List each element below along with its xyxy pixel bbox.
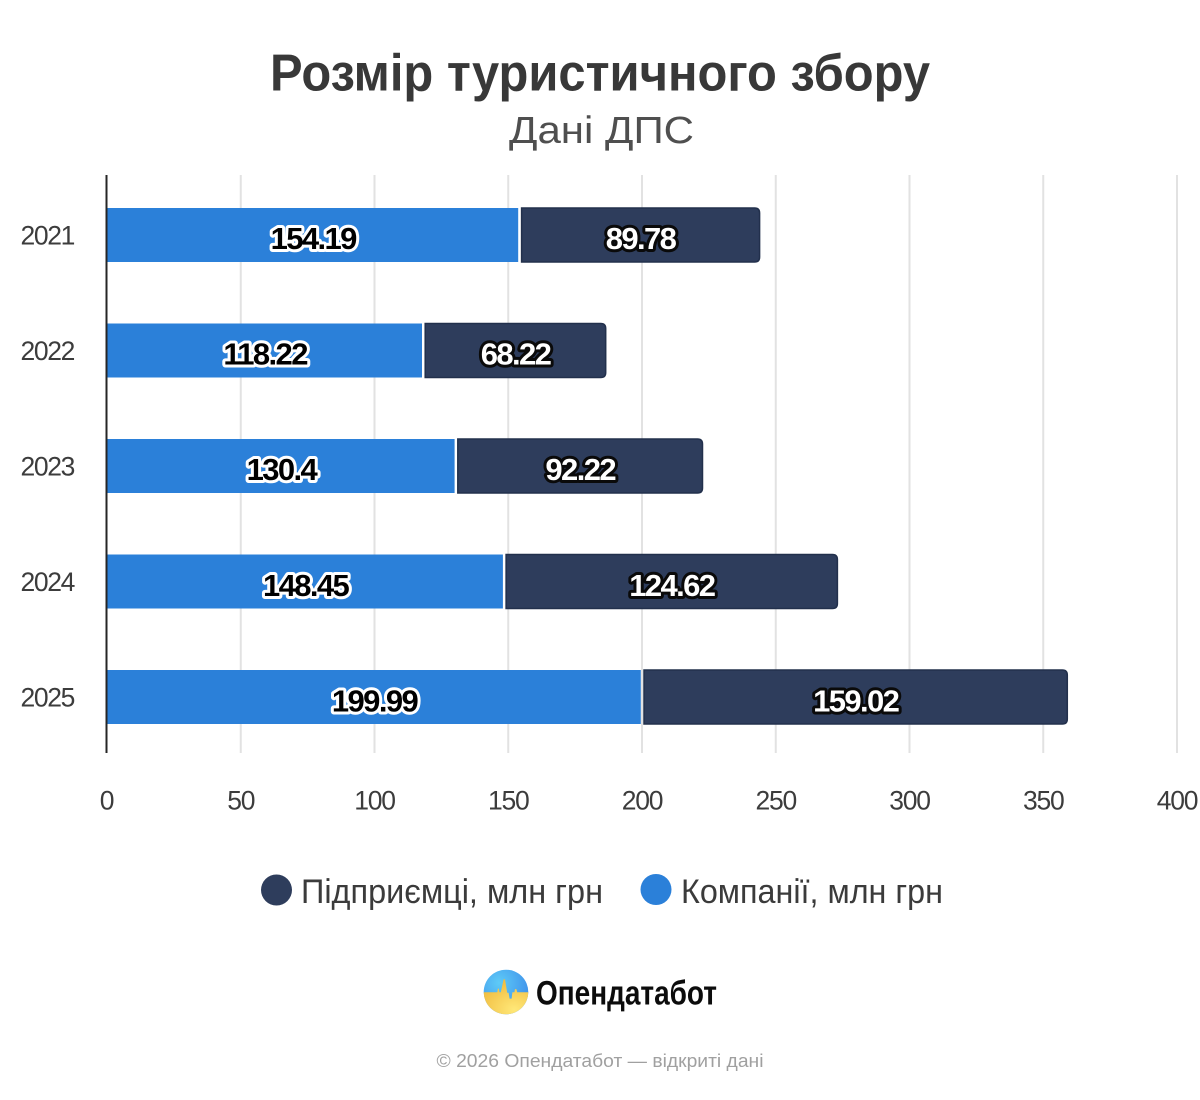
svg-text:350: 350 [1023, 786, 1064, 816]
svg-text:100: 100 [354, 786, 395, 816]
svg-text:300: 300 [889, 786, 930, 816]
svg-text:Підприємці, млн грн: Підприємці, млн грн [301, 873, 603, 911]
svg-text:2023: 2023 [20, 452, 74, 482]
svg-text:200: 200 [622, 786, 663, 816]
svg-text:118.22: 118.22 [223, 337, 307, 372]
svg-text:154.19: 154.19 [271, 221, 358, 256]
svg-text:0: 0 [100, 786, 114, 816]
svg-text:92.22: 92.22 [545, 452, 615, 487]
svg-text:50: 50 [227, 786, 255, 816]
svg-text:250: 250 [755, 786, 796, 816]
svg-text:148.45: 148.45 [263, 568, 350, 603]
svg-text:199.99: 199.99 [332, 683, 419, 718]
svg-text:Опендатабот: Опендатабот [536, 975, 717, 1013]
svg-text:130.4: 130.4 [247, 452, 319, 487]
svg-text:2022: 2022 [20, 336, 74, 366]
svg-text:© 2026 Опендатабот — відкриті: © 2026 Опендатабот — відкриті дані [437, 1051, 764, 1071]
svg-text:2021: 2021 [20, 220, 74, 250]
svg-text:68.22: 68.22 [481, 337, 551, 372]
svg-text:150: 150 [488, 786, 529, 816]
svg-text:124.62: 124.62 [629, 568, 715, 603]
svg-text:400: 400 [1157, 786, 1198, 816]
svg-text:2024: 2024 [20, 567, 74, 597]
svg-text:Компанії, млн грн: Компанії, млн грн [681, 873, 943, 911]
svg-text:89.78: 89.78 [606, 221, 677, 256]
svg-text:159.02: 159.02 [813, 683, 899, 718]
svg-text:Дані ДПС: Дані ДПС [509, 110, 694, 152]
svg-text:Розмір туристичного збору: Розмір туристичного збору [270, 45, 930, 103]
svg-text:2025: 2025 [20, 683, 74, 713]
